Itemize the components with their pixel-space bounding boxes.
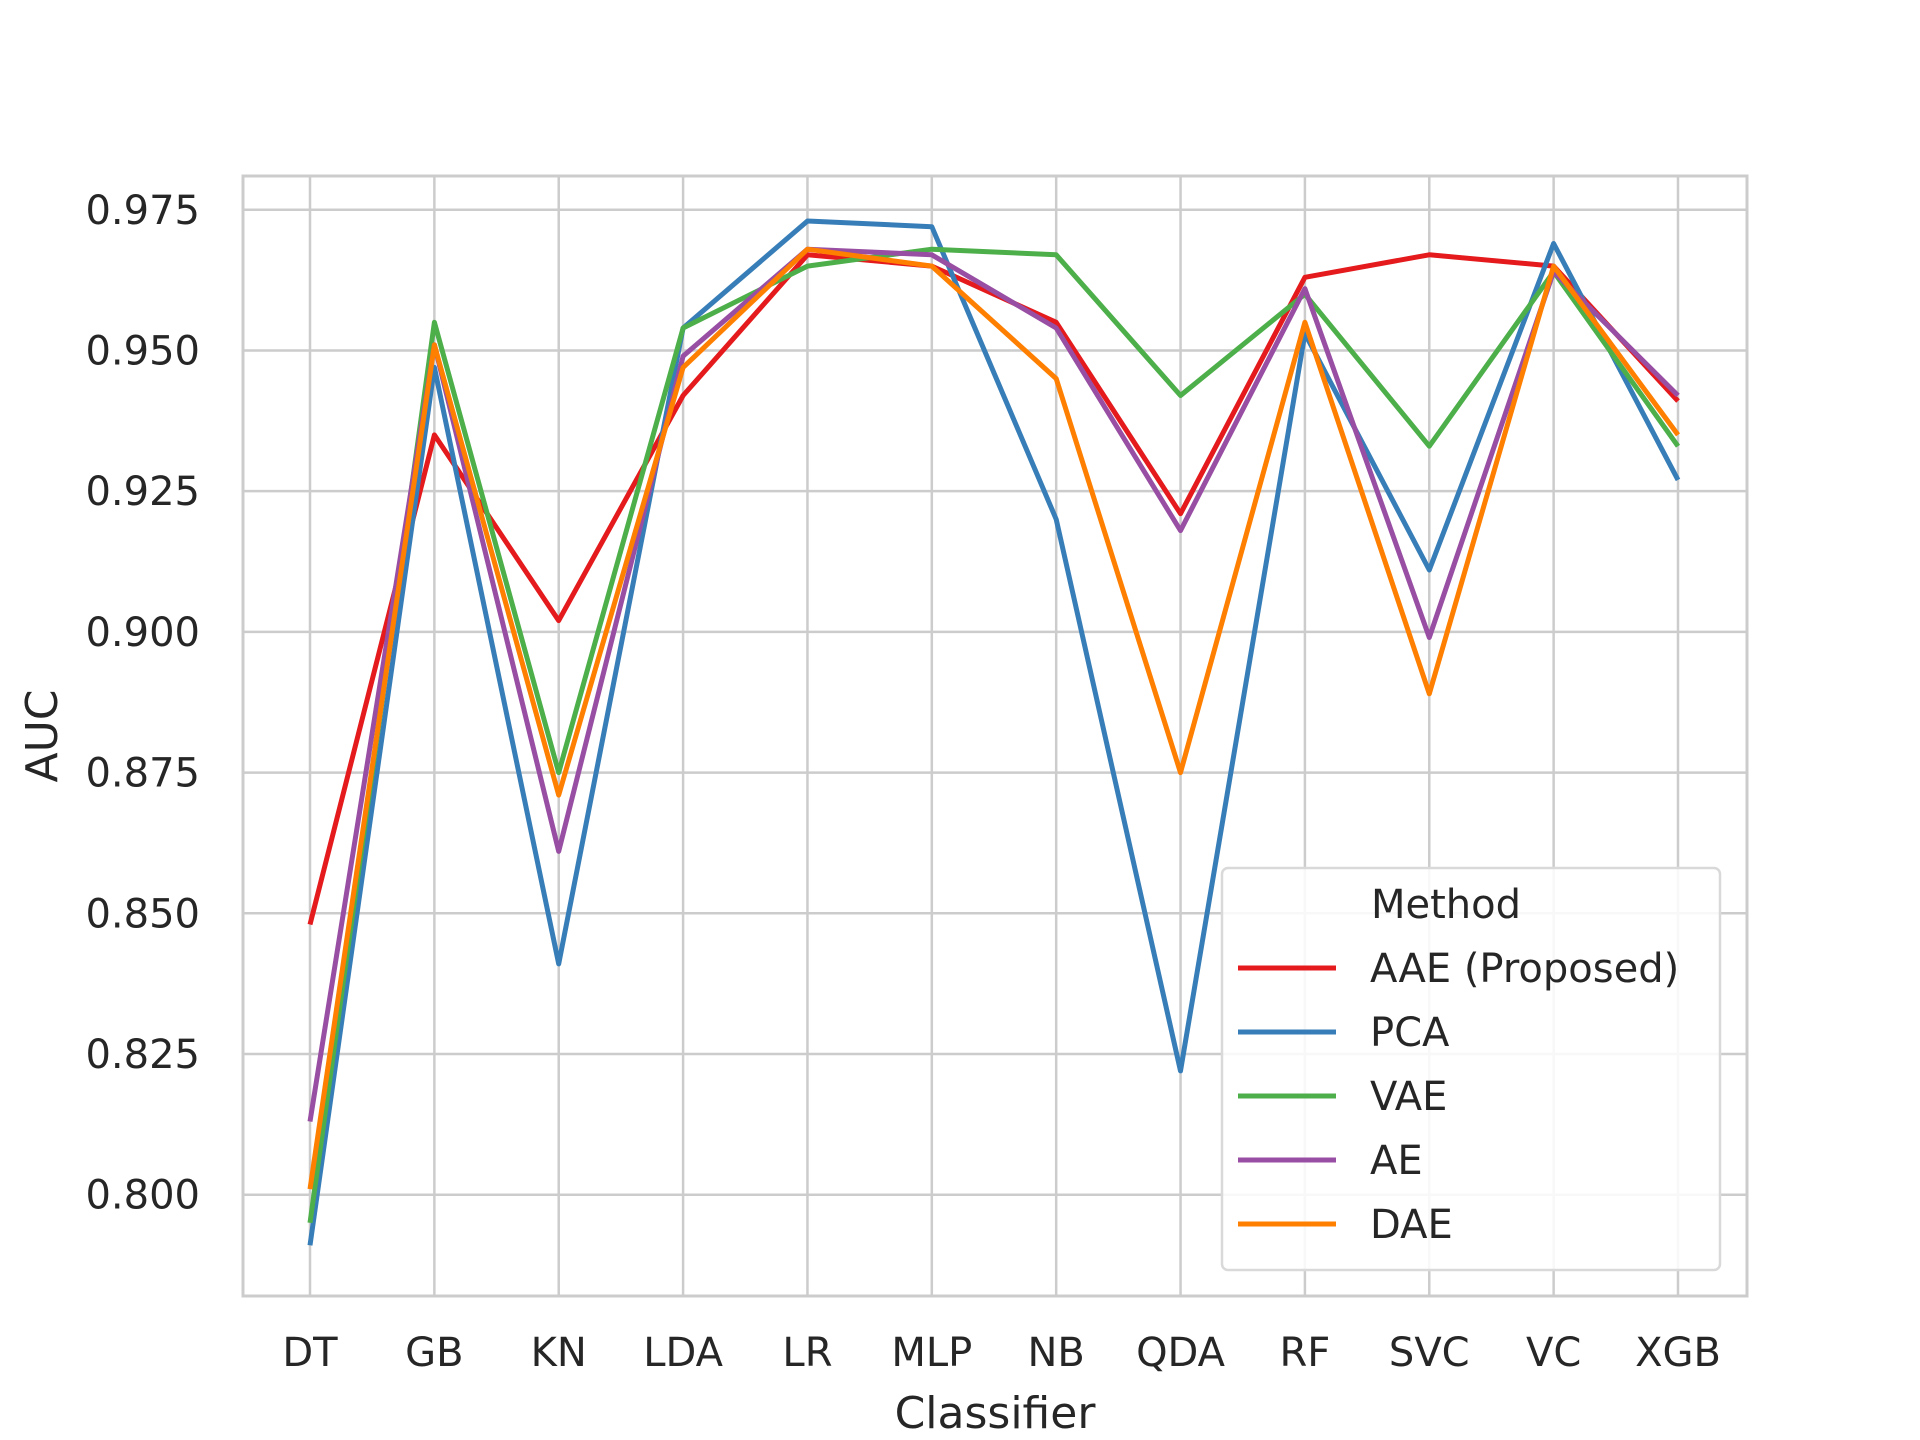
legend: Method AAE (Proposed) PCA VAE AE DAE (1220, 866, 1722, 1272)
y-tick-label: 0.900 (85, 610, 200, 656)
y-tick-label: 0.950 (85, 328, 200, 374)
x-tick-label: KN (531, 1330, 587, 1376)
legend-label: AE (1370, 1138, 1423, 1184)
series-line (307, 246, 1681, 1224)
series-lines (307, 218, 1681, 1246)
legend-box (1220, 866, 1722, 1272)
x-tick-label: XGB (1635, 1330, 1721, 1376)
series-line (307, 252, 1680, 926)
legend-items: AAE (Proposed) PCA VAE AE DAE (1238, 946, 1679, 1248)
y-tick-label: 0.800 (85, 1173, 200, 1219)
y-tick-labels: 0.800 0.825 0.850 0.875 0.900 0.925 0.950 0.975 (85, 188, 200, 1219)
y-tick-label: 0.925 (85, 469, 200, 515)
y-tick-label: 0.875 (85, 751, 200, 797)
x-tick-label: MLP (891, 1330, 972, 1376)
y-tick-label: 0.850 (85, 891, 200, 937)
x-tick-label: VC (1526, 1330, 1581, 1376)
series-line (307, 246, 1681, 1190)
series-line (307, 218, 1681, 1246)
legend-title: Method (1371, 882, 1521, 928)
y-axis-label: AUC (17, 689, 68, 782)
x-axis-label: Classifier (895, 1388, 1097, 1439)
x-tick-labels: DT GB KN LDA LR MLP NB QDA RF SVC VC XGB (282, 1330, 1721, 1376)
y-tick-label: 0.975 (85, 188, 200, 234)
legend-label: DAE (1370, 1202, 1453, 1248)
y-tick-label: 0.825 (85, 1032, 200, 1078)
x-tick-label: QDA (1136, 1330, 1226, 1376)
x-tick-label: LDA (643, 1330, 723, 1376)
legend-label: VAE (1370, 1074, 1447, 1120)
series-line (307, 246, 1680, 1122)
x-tick-label: RF (1280, 1330, 1331, 1376)
x-tick-label: NB (1027, 1330, 1084, 1376)
x-tick-label: GB (405, 1330, 463, 1376)
legend-label: AAE (Proposed) (1370, 946, 1679, 992)
x-tick-label: SVC (1389, 1330, 1470, 1376)
legend-label: PCA (1370, 1010, 1450, 1056)
plot-area-frame (241, 174, 1749, 1298)
x-tick-label: DT (282, 1330, 338, 1376)
x-tick-label: LR (782, 1330, 832, 1376)
